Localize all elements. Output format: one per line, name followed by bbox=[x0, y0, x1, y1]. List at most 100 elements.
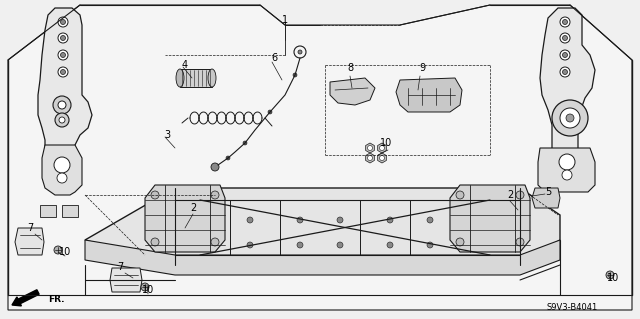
Circle shape bbox=[560, 108, 580, 128]
Circle shape bbox=[293, 73, 297, 77]
Circle shape bbox=[61, 70, 65, 75]
Circle shape bbox=[297, 217, 303, 223]
Circle shape bbox=[141, 283, 149, 291]
Text: 4: 4 bbox=[182, 60, 188, 70]
Circle shape bbox=[211, 238, 219, 246]
Circle shape bbox=[337, 242, 343, 248]
Polygon shape bbox=[85, 240, 560, 275]
Circle shape bbox=[562, 170, 572, 180]
Circle shape bbox=[58, 33, 68, 43]
Text: 9: 9 bbox=[419, 63, 425, 73]
Text: 7: 7 bbox=[27, 223, 33, 233]
Circle shape bbox=[560, 17, 570, 27]
Circle shape bbox=[298, 50, 302, 54]
Circle shape bbox=[226, 156, 230, 160]
Circle shape bbox=[387, 242, 393, 248]
Polygon shape bbox=[330, 78, 375, 105]
Circle shape bbox=[151, 238, 159, 246]
Circle shape bbox=[337, 217, 343, 223]
Circle shape bbox=[55, 113, 69, 127]
Circle shape bbox=[61, 19, 65, 25]
Polygon shape bbox=[85, 188, 560, 265]
Text: 10: 10 bbox=[380, 138, 392, 148]
Circle shape bbox=[207, 242, 213, 248]
Circle shape bbox=[367, 145, 372, 151]
Polygon shape bbox=[540, 8, 595, 168]
Circle shape bbox=[427, 217, 433, 223]
Text: 1: 1 bbox=[282, 15, 288, 25]
Circle shape bbox=[456, 191, 464, 199]
Circle shape bbox=[58, 50, 68, 60]
Circle shape bbox=[247, 242, 253, 248]
Circle shape bbox=[552, 100, 588, 136]
Circle shape bbox=[516, 238, 524, 246]
Polygon shape bbox=[110, 268, 142, 292]
Circle shape bbox=[59, 117, 65, 123]
Circle shape bbox=[559, 154, 575, 170]
Ellipse shape bbox=[176, 69, 184, 87]
Circle shape bbox=[387, 217, 393, 223]
Circle shape bbox=[58, 101, 66, 109]
Polygon shape bbox=[62, 205, 78, 217]
Circle shape bbox=[606, 271, 614, 279]
Circle shape bbox=[467, 217, 473, 223]
Circle shape bbox=[151, 191, 159, 199]
Polygon shape bbox=[365, 153, 374, 163]
Text: 3: 3 bbox=[164, 130, 170, 140]
Polygon shape bbox=[38, 8, 92, 182]
Circle shape bbox=[53, 96, 71, 114]
Circle shape bbox=[243, 141, 247, 145]
Circle shape bbox=[57, 173, 67, 183]
Text: S9V3-B4041: S9V3-B4041 bbox=[547, 303, 598, 313]
Text: 5: 5 bbox=[545, 187, 551, 197]
Circle shape bbox=[380, 145, 385, 151]
Circle shape bbox=[566, 114, 574, 122]
Circle shape bbox=[61, 53, 65, 57]
Bar bbox=[180, 69, 212, 87]
Circle shape bbox=[563, 53, 568, 57]
Circle shape bbox=[207, 217, 213, 223]
Polygon shape bbox=[42, 145, 82, 195]
Circle shape bbox=[367, 155, 372, 160]
Circle shape bbox=[211, 191, 219, 199]
Circle shape bbox=[58, 67, 68, 77]
Circle shape bbox=[560, 50, 570, 60]
Polygon shape bbox=[40, 205, 56, 217]
Polygon shape bbox=[378, 153, 387, 163]
Polygon shape bbox=[538, 148, 595, 192]
Text: 10: 10 bbox=[142, 285, 154, 295]
Circle shape bbox=[58, 17, 68, 27]
Circle shape bbox=[563, 70, 568, 75]
Polygon shape bbox=[396, 78, 462, 112]
Circle shape bbox=[380, 155, 385, 160]
Text: 10: 10 bbox=[59, 247, 71, 257]
Circle shape bbox=[563, 19, 568, 25]
Circle shape bbox=[456, 238, 464, 246]
Circle shape bbox=[516, 191, 524, 199]
Circle shape bbox=[427, 242, 433, 248]
Polygon shape bbox=[15, 228, 44, 255]
Circle shape bbox=[211, 163, 219, 171]
Polygon shape bbox=[450, 185, 530, 252]
Circle shape bbox=[563, 35, 568, 41]
Circle shape bbox=[560, 67, 570, 77]
Text: FR.: FR. bbox=[48, 295, 65, 305]
Text: 6: 6 bbox=[271, 53, 277, 63]
Ellipse shape bbox=[208, 69, 216, 87]
Text: 2: 2 bbox=[190, 203, 196, 213]
Polygon shape bbox=[365, 143, 374, 153]
Text: 10: 10 bbox=[607, 273, 619, 283]
Polygon shape bbox=[532, 188, 560, 208]
Circle shape bbox=[560, 33, 570, 43]
Circle shape bbox=[268, 110, 272, 114]
FancyArrow shape bbox=[12, 290, 39, 306]
Circle shape bbox=[54, 157, 70, 173]
Text: 8: 8 bbox=[347, 63, 353, 73]
Text: 2: 2 bbox=[507, 190, 513, 200]
Polygon shape bbox=[145, 185, 225, 252]
Text: 7: 7 bbox=[117, 262, 123, 272]
Polygon shape bbox=[378, 143, 387, 153]
Circle shape bbox=[54, 246, 62, 254]
Polygon shape bbox=[8, 5, 632, 310]
Circle shape bbox=[247, 217, 253, 223]
